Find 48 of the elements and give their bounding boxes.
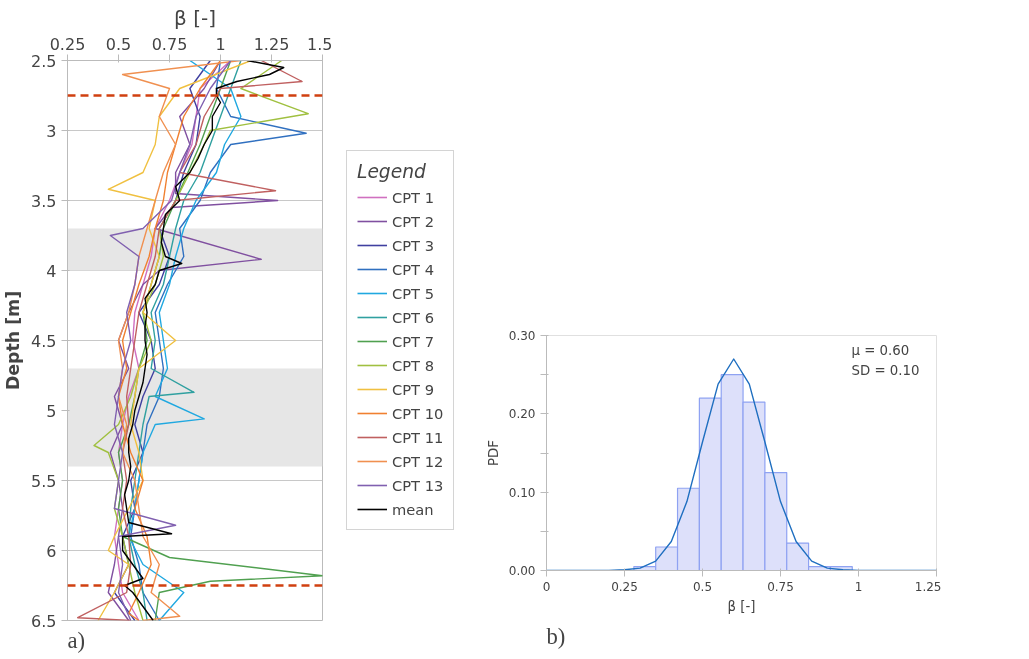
x-tick-label: 0.5 xyxy=(692,579,713,594)
annotation: μ = 0.60 xyxy=(851,342,910,358)
x-axis-title: β [-] xyxy=(727,598,756,614)
y-tick-label: 0.20 xyxy=(508,407,536,422)
legend-label: CPT 5 xyxy=(392,284,435,302)
y-tick-label: 0.30 xyxy=(508,329,536,343)
legend-label: CPT 1 xyxy=(392,188,435,206)
legend-label: CPT 8 xyxy=(392,356,435,374)
x-tick-label: 0.75 xyxy=(151,34,188,54)
y-tick-label: 3.5 xyxy=(31,191,57,211)
y-tick-label: 4.5 xyxy=(31,331,57,351)
y-tick-label: 2.5 xyxy=(31,51,57,71)
legend-label: CPT 3 xyxy=(392,236,435,254)
x-tick-label: 1.25 xyxy=(253,34,290,54)
x-tick-label: 1.25 xyxy=(914,579,942,594)
legend-title: Legend xyxy=(357,161,427,182)
y-axis-title: PDF xyxy=(485,440,501,466)
legend-label: CPT 11 xyxy=(392,428,444,446)
x-tick-label: 1 xyxy=(854,579,863,594)
y-axis-title: Depth [m] xyxy=(3,290,24,391)
x-tick-label: 0.25 xyxy=(611,579,638,594)
annotation: SD = 0.10 xyxy=(851,362,920,378)
x-tick-label: 0.25 xyxy=(49,34,86,54)
legend-label: CPT 9 xyxy=(392,380,435,398)
text: b) xyxy=(546,623,566,649)
legend-label: CPT 7 xyxy=(392,332,435,350)
x-tick-label: 0.5 xyxy=(105,34,132,54)
legend-label: mean xyxy=(392,500,434,518)
legend-label: CPT 2 xyxy=(392,212,435,230)
y-tick-label: 0.00 xyxy=(508,564,536,578)
y-tick-label: 5 xyxy=(46,401,57,421)
legend-label: CPT 10 xyxy=(392,404,444,422)
x-tick-label: 0 xyxy=(542,579,551,594)
text: a) xyxy=(67,627,86,653)
x-tick-label: 1.5 xyxy=(307,34,333,54)
y-tick-label: 0.10 xyxy=(508,485,536,500)
legend-label: CPT 4 xyxy=(392,260,435,278)
x-axis-title: β [-] xyxy=(174,5,216,30)
legend-label: CPT 6 xyxy=(392,308,435,326)
x-tick-label: 1 xyxy=(215,34,226,54)
legend-label: CPT 13 xyxy=(392,476,444,494)
x-tick-label: 0.75 xyxy=(767,579,794,594)
y-tick-label: 3 xyxy=(46,121,57,141)
y-tick-label: 6.5 xyxy=(31,611,57,631)
y-tick-label: 6 xyxy=(46,541,57,561)
y-tick-label: 5.5 xyxy=(31,471,57,491)
y-tick-label: 4 xyxy=(46,261,57,281)
legend-label: CPT 12 xyxy=(392,452,444,470)
